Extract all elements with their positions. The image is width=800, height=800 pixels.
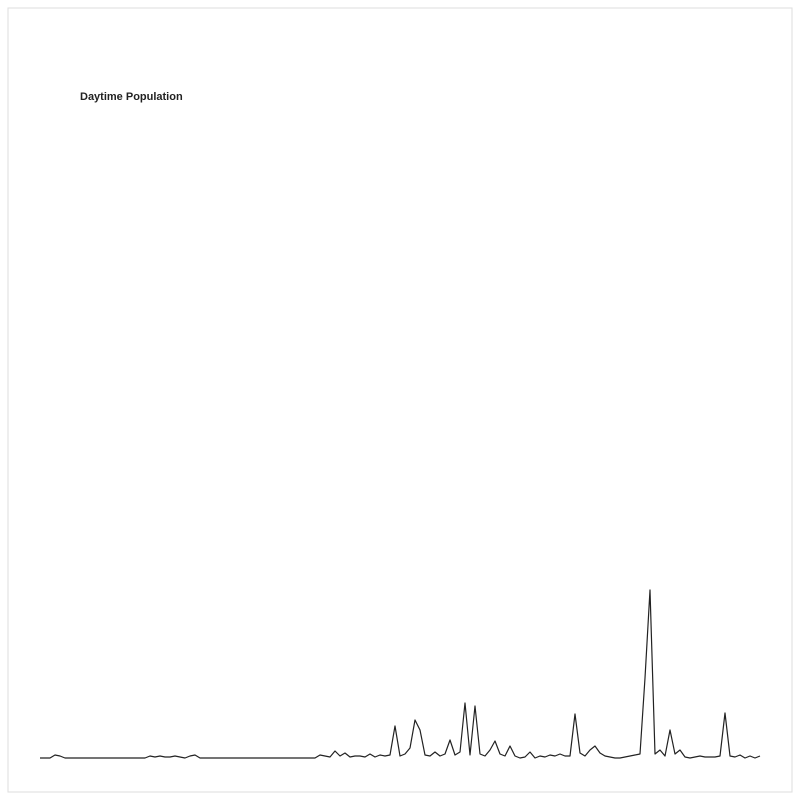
- population-line: [40, 589, 761, 759]
- frame: [7, 7, 793, 793]
- chart-title: Daytime Population: [80, 91, 183, 103]
